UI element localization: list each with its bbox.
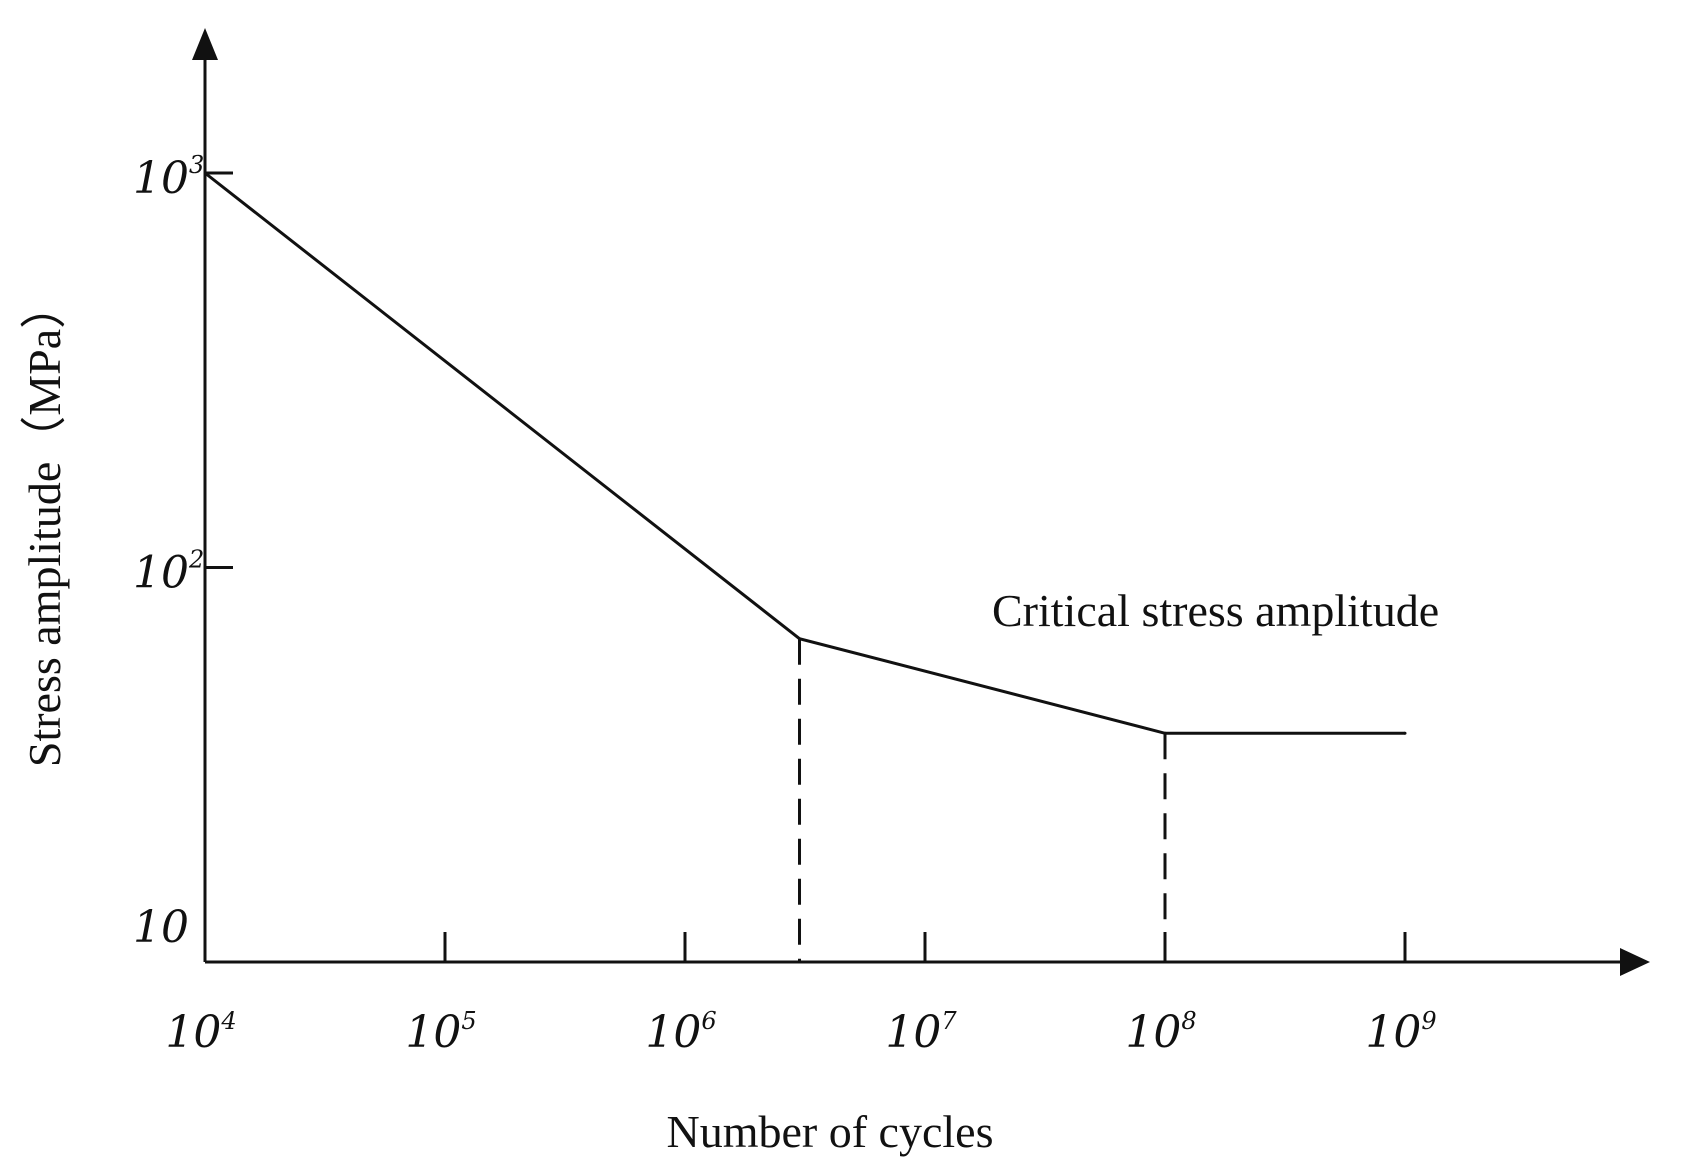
x-tick-label: 109 [1365,1007,1436,1058]
x-tick-exponent: 9 [1421,1007,1436,1035]
y-axis-arrow-icon [192,28,218,60]
series-point [1403,731,1407,735]
y-tick-label: 102 [133,546,204,599]
series-line [204,171,1405,735]
reference-lines-group [798,638,1167,962]
x-axis-title: Number of cycles [667,1106,994,1157]
y-tick-base: 10 [133,902,189,953]
x-tick-base: 10 [1125,1007,1181,1058]
x-tick-exponent: 4 [220,1007,236,1035]
x-tick-exponent: 6 [701,1007,716,1035]
x-tick-base: 10 [645,1007,701,1058]
y-axis-title: Stress amplitude（MPa） [19,283,70,767]
y-tick-label: 10 [133,902,189,953]
x-tick-label: 108 [1125,1007,1196,1058]
x-tick-base: 10 [405,1007,461,1058]
x-tick-label: 104 [165,1007,236,1058]
x-axis-arrow-icon [1620,948,1650,976]
series-point [798,637,802,641]
y-tick-exponent: 2 [188,546,204,574]
x-tick-label: 106 [645,1007,716,1058]
series-point [1163,731,1167,735]
y-tick-exponent: 3 [189,151,204,179]
x-tick-base: 10 [885,1007,941,1058]
x-tick-base: 10 [165,1007,221,1058]
y-tick-base: 10 [133,548,189,599]
axes-group [192,28,1650,976]
x-tick-label: 107 [885,1007,957,1058]
y-tick-base: 10 [133,153,189,204]
y-tick-label: 103 [133,151,204,204]
critical-stress-annotation: Critical stress amplitude [992,585,1439,636]
series-point [203,171,207,175]
x-tick-exponent: 8 [1181,1007,1196,1035]
x-tick-label: 105 [405,1007,476,1058]
series-group [203,171,1407,735]
x-tick-exponent: 7 [941,1007,957,1035]
x-tick-base: 10 [1365,1007,1421,1058]
x-tick-exponent: 5 [461,1007,476,1035]
